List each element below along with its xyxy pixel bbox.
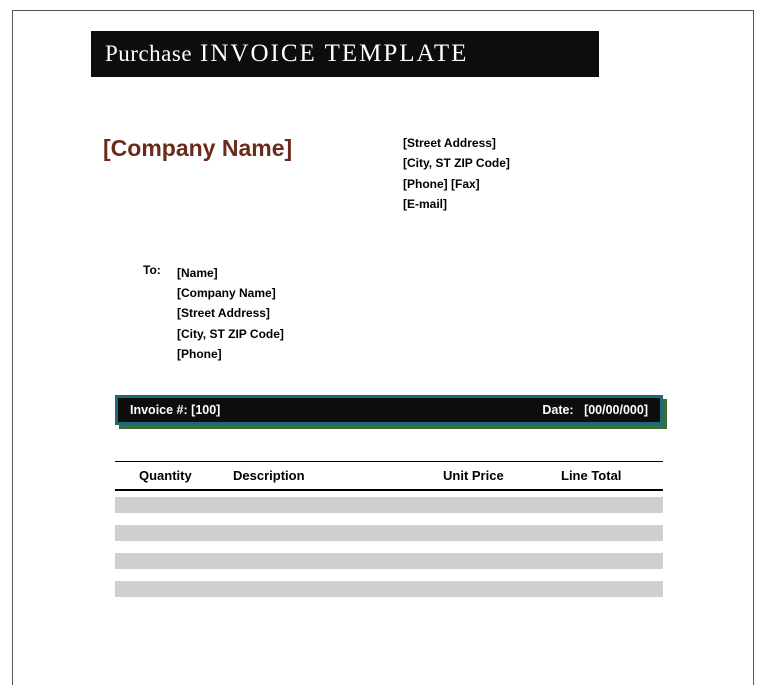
- to-lines: [Name] [Company Name] [Street Address] […: [177, 263, 284, 365]
- to-city: [City, ST ZIP Code]: [177, 324, 284, 344]
- invoice-number-value: [100]: [191, 403, 220, 417]
- col-header-description: Description: [233, 468, 443, 483]
- table-row: [115, 553, 663, 569]
- invoice-date-group: Date: [00/00/000]: [542, 403, 648, 417]
- to-block: To: [Name] [Company Name] [Street Addres…: [13, 263, 753, 365]
- from-phone-fax: [Phone] [Fax]: [403, 174, 510, 194]
- to-phone: [Phone]: [177, 344, 284, 364]
- header-row: [Company Name] [Street Address] [City, S…: [13, 133, 753, 215]
- to-label: To:: [143, 263, 177, 365]
- from-street: [Street Address]: [403, 133, 510, 153]
- table-row: [115, 525, 663, 541]
- col-header-quantity: Quantity: [115, 468, 233, 483]
- invoice-number-group: Invoice #: [100]: [130, 403, 220, 417]
- from-email: [E-mail]: [403, 194, 510, 214]
- company-name-placeholder: [Company Name]: [103, 133, 363, 215]
- to-company: [Company Name]: [177, 283, 284, 303]
- from-city: [City, ST ZIP Code]: [403, 153, 510, 173]
- table-row: [115, 581, 663, 597]
- col-header-line-total: Line Total: [561, 468, 663, 483]
- invoice-number-label: Invoice #:: [130, 403, 188, 417]
- invoice-date-value: [00/00/000]: [584, 403, 648, 417]
- page-frame: Purchase INVOICE TEMPLATE [Company Name]…: [12, 10, 754, 685]
- invoice-bar: Invoice #: [100] Date: [00/00/000]: [115, 395, 663, 425]
- to-name: [Name]: [177, 263, 284, 283]
- title-part2: INVOICE TEMPLATE: [200, 40, 468, 68]
- title-banner: Purchase INVOICE TEMPLATE: [91, 31, 599, 77]
- to-street: [Street Address]: [177, 303, 284, 323]
- table-row: [115, 497, 663, 513]
- invoice-meta-bar: Invoice #: [100] Date: [00/00/000]: [115, 395, 667, 425]
- title-part1: Purchase: [105, 41, 192, 67]
- table-header-row: Quantity Description Unit Price Line Tot…: [115, 461, 663, 491]
- line-items-table: Quantity Description Unit Price Line Tot…: [115, 461, 663, 597]
- invoice-date-label: Date:: [542, 403, 573, 417]
- from-address-block: [Street Address] [City, ST ZIP Code] [Ph…: [363, 133, 510, 215]
- col-header-unit-price: Unit Price: [443, 468, 561, 483]
- table-body: [115, 497, 663, 597]
